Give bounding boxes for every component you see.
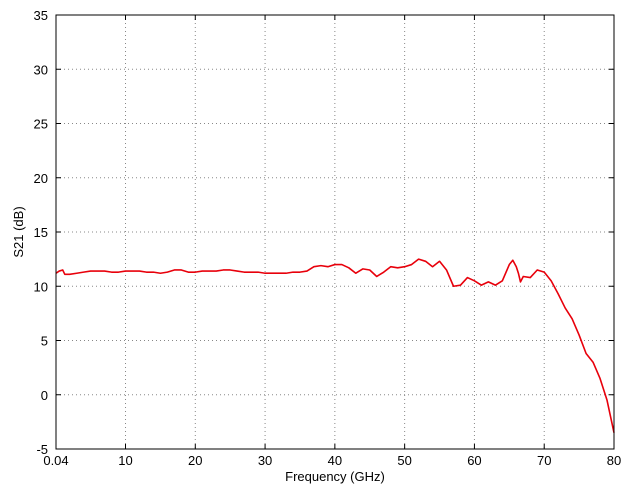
y-tick-label: 25 [34, 117, 48, 132]
y-tick-label: 10 [34, 279, 48, 294]
x-tick-label: 70 [537, 453, 551, 468]
x-tick-label: 10 [118, 453, 132, 468]
grid-lines [56, 15, 614, 449]
y-tick-label: -5 [36, 442, 48, 457]
x-tick-label: 40 [328, 453, 342, 468]
y-tick-label: 20 [34, 171, 48, 186]
series-layer [55, 258, 615, 433]
x-tick-label: 80 [607, 453, 621, 468]
x-tick-label: 50 [397, 453, 411, 468]
y-axis-title: S21 (dB) [11, 206, 26, 257]
axis-ticks: 0.04 10 20 30 40 50 60 70 80 -5 0 5 10 15 20 25 30 35 [34, 8, 621, 468]
y-tick-label: 15 [34, 225, 48, 240]
series-line-0 [55, 258, 615, 433]
x-tick-label: 30 [258, 453, 272, 468]
y-tick-label: 5 [41, 334, 48, 349]
y-tick-label: 0 [41, 388, 48, 403]
y-tick-label: 35 [34, 8, 48, 23]
x-tick-label: 20 [188, 453, 202, 468]
x-tick-label: 60 [467, 453, 481, 468]
x-axis-title: Frequency (GHz) [285, 469, 385, 484]
x-tick-label: 0.04 [43, 453, 68, 468]
y-tick-label: 30 [34, 62, 48, 77]
